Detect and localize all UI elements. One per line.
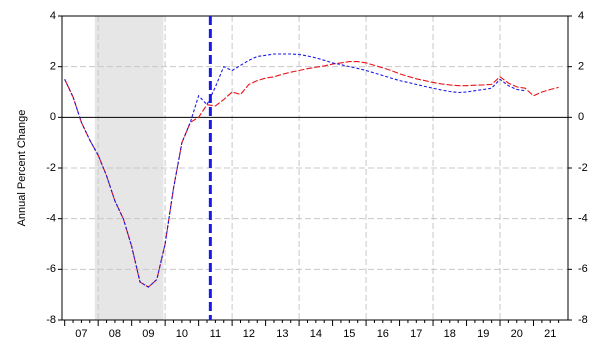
- x-tick-label: 20: [511, 328, 523, 340]
- y-tick-label-right: 2: [578, 61, 584, 73]
- x-tick-label: 12: [243, 328, 255, 340]
- y-tick-label: 4: [50, 10, 56, 22]
- y-tick-label-right: -8: [578, 314, 588, 326]
- y-tick-label: -8: [46, 314, 56, 326]
- x-tick-label: 08: [109, 328, 121, 340]
- y-tick-label-right: -2: [578, 162, 588, 174]
- plot-frame: [61, 15, 569, 321]
- y-tick-label: 0: [50, 111, 56, 123]
- x-tick-label: 11: [210, 328, 221, 340]
- x-tick-label: 14: [310, 328, 322, 340]
- x-tick-label: 21: [544, 328, 556, 340]
- y-tick-label-right: -6: [578, 263, 588, 275]
- y-tick-label-right: -4: [578, 213, 588, 225]
- y-tick-label: -4: [46, 213, 56, 225]
- series-line: [64, 53, 526, 288]
- y-tick-label: 2: [50, 61, 56, 73]
- y-tick-label: -2: [46, 162, 56, 174]
- y-tick-label: -6: [46, 263, 56, 275]
- y-axis-label: Annual Percent Change: [16, 110, 28, 227]
- x-tick-label: 16: [377, 328, 389, 340]
- x-tick-label: 07: [75, 328, 87, 340]
- x-tick-label: 19: [477, 328, 489, 340]
- y-tick-label-right: 0: [578, 111, 584, 123]
- x-tick-label: 10: [176, 328, 188, 340]
- x-tick-label: 09: [142, 328, 154, 340]
- x-tick-label: 15: [343, 328, 355, 340]
- x-tick-label: 13: [276, 328, 288, 340]
- y-tick-label-right: 4: [578, 10, 584, 22]
- x-tick-label: 17: [410, 328, 422, 340]
- x-tick-label: 18: [444, 328, 456, 340]
